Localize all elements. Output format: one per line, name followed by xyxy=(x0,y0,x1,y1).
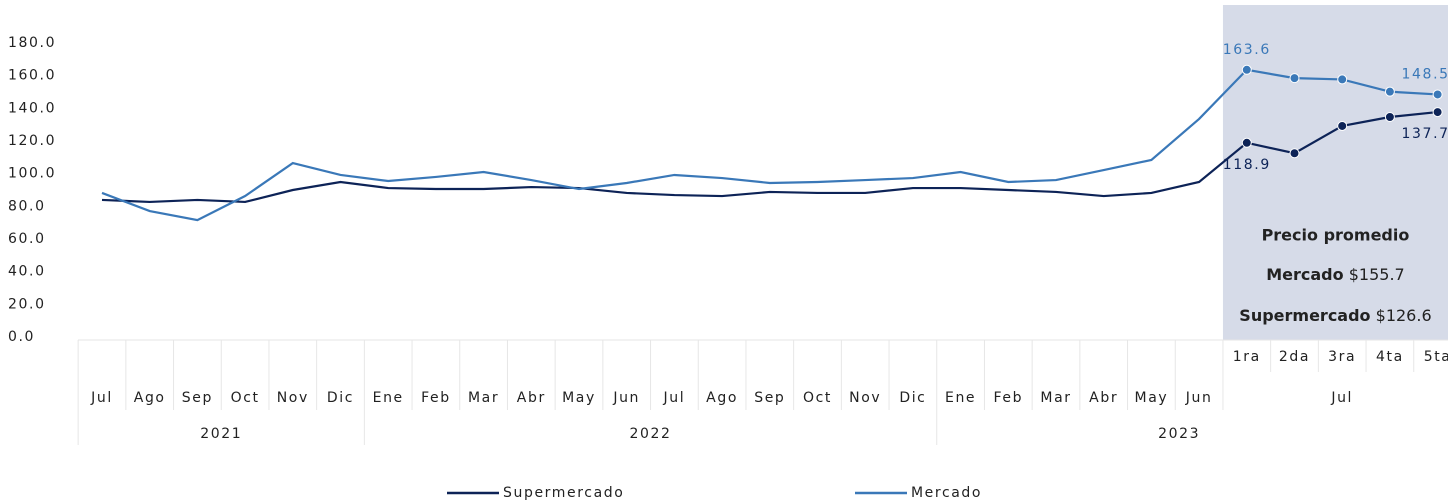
x-tick-label: 1ra xyxy=(1233,349,1261,365)
annotation-value: $155.7 xyxy=(1349,265,1405,284)
annotation-title: Precio promedio xyxy=(1262,226,1410,245)
x-tick-label: Jun xyxy=(1185,390,1213,406)
series-line xyxy=(101,68,1438,222)
x-tick-label: Feb xyxy=(994,390,1024,406)
point-marker xyxy=(1337,120,1348,131)
x-tick-label: Abr xyxy=(1089,390,1118,406)
y-tick-label: 40.0 xyxy=(8,264,46,280)
y-tick-label: 180.0 xyxy=(8,35,56,51)
point-marker xyxy=(1241,64,1252,75)
x-tick-label: Nov xyxy=(277,390,309,406)
x-tick-label: Sep xyxy=(754,390,785,406)
point-marker xyxy=(1432,89,1443,100)
y-tick-label: 100.0 xyxy=(8,166,56,182)
x-tick-label: May xyxy=(562,390,596,406)
x-tick-label: Ago xyxy=(706,390,738,406)
legend-label: Mercado xyxy=(911,485,982,501)
legend-label: Supermercado xyxy=(503,485,624,501)
point-marker xyxy=(1384,86,1395,97)
annotation-label: Supermercado xyxy=(1239,306,1370,325)
x-tick-label: 3ra xyxy=(1328,349,1356,365)
point-marker xyxy=(1289,148,1300,159)
annotation-line: Mercado $155.7 xyxy=(1266,265,1404,284)
x-group-label: Jul xyxy=(1330,390,1353,406)
point-marker xyxy=(1432,107,1443,118)
y-tick-label: 160.0 xyxy=(8,68,56,84)
x-tick-label: Nov xyxy=(849,390,881,406)
y-tick-label: 20.0 xyxy=(8,296,46,312)
x-year-label: 2021 xyxy=(200,426,242,442)
x-tick-label: 2da xyxy=(1279,349,1310,365)
x-tick-label: Ene xyxy=(945,390,976,406)
x-year-label: 2022 xyxy=(630,426,672,442)
x-tick-label: Ago xyxy=(134,390,166,406)
x-tick-label: Mar xyxy=(468,390,499,406)
x-tick-label: Ene xyxy=(373,390,404,406)
x-tick-label: Feb xyxy=(421,390,451,406)
data-label: 163.6 xyxy=(1223,42,1271,58)
annotation-label: Mercado xyxy=(1266,265,1343,284)
y-tick-label: 140.0 xyxy=(8,100,56,116)
data-label: 148.5 xyxy=(1402,66,1448,82)
y-tick-label: 80.0 xyxy=(8,198,46,214)
point-marker xyxy=(1384,111,1395,122)
annotation-value: $126.6 xyxy=(1376,306,1432,325)
x-tick-label: Dic xyxy=(899,390,926,406)
x-tick-label: Abr xyxy=(517,390,546,406)
y-tick-label: 60.0 xyxy=(8,231,46,247)
x-tick-label: Oct xyxy=(803,390,832,406)
x-tick-label: Jun xyxy=(612,390,640,406)
x-tick-label: Mar xyxy=(1040,390,1071,406)
data-label: 118.9 xyxy=(1223,157,1271,173)
y-tick-label: 0.0 xyxy=(8,329,35,345)
point-marker xyxy=(1289,73,1300,84)
x-tick-label: Jul xyxy=(90,390,113,406)
point-marker xyxy=(1241,137,1252,148)
x-tick-label: Jul xyxy=(663,390,686,406)
x-year-label: 2023 xyxy=(1158,426,1200,442)
x-tick-label: 5ta xyxy=(1424,349,1448,365)
x-tick-label: Dic xyxy=(327,390,354,406)
x-tick-label: Oct xyxy=(231,390,260,406)
x-tick-label: Sep xyxy=(182,390,213,406)
annotation-line: Supermercado $126.6 xyxy=(1239,306,1431,325)
y-tick-label: 120.0 xyxy=(8,133,56,149)
data-label: 137.7 xyxy=(1402,126,1448,142)
series-line xyxy=(101,110,1438,204)
point-marker xyxy=(1337,74,1348,85)
x-tick-label: 4ta xyxy=(1376,349,1404,365)
highlight-band xyxy=(1222,5,1448,340)
x-tick-label: May xyxy=(1135,390,1169,406)
